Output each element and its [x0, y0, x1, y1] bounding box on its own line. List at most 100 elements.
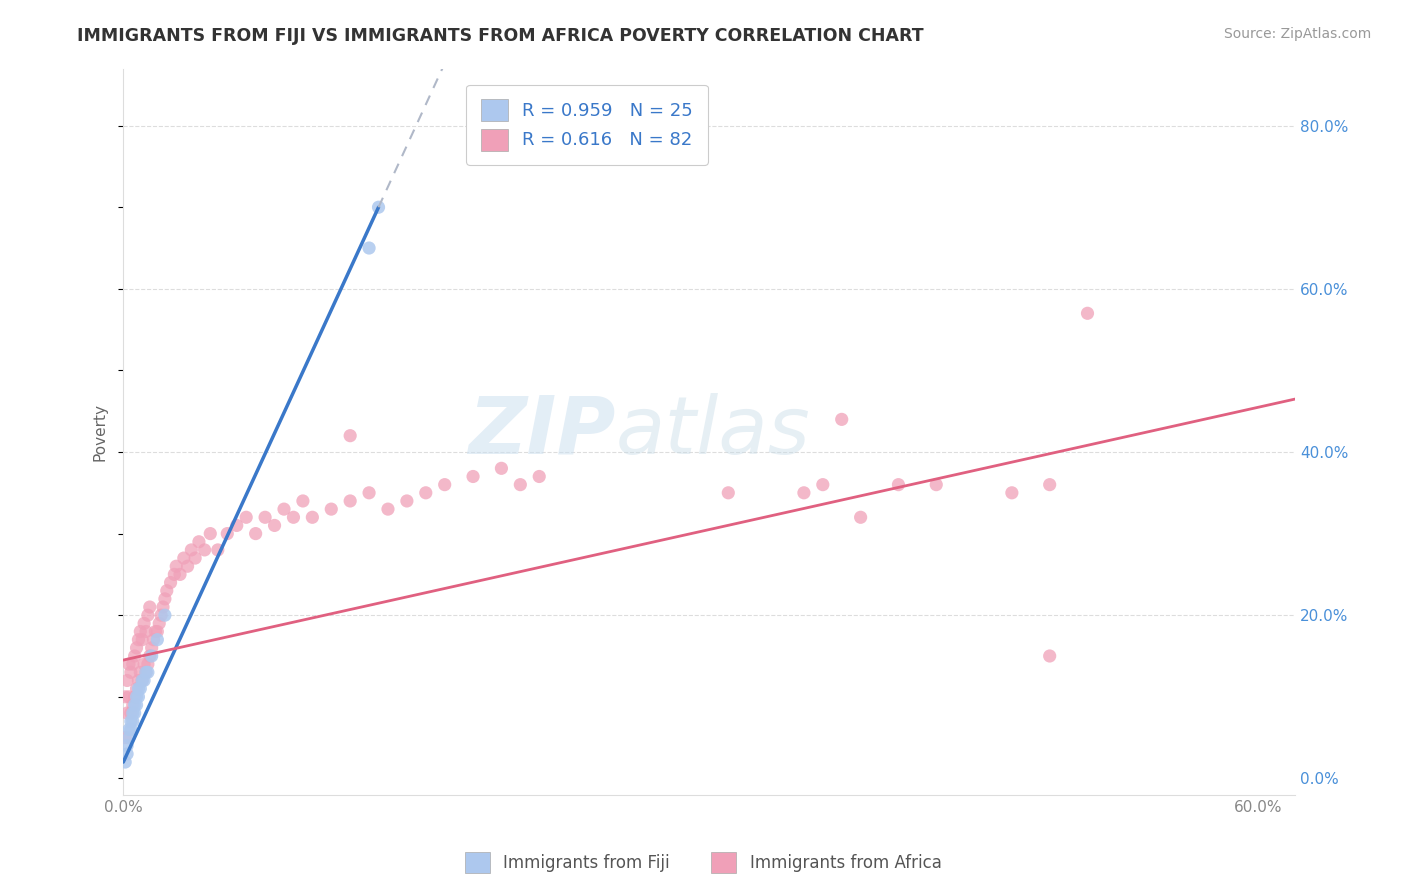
Text: IMMIGRANTS FROM FIJI VS IMMIGRANTS FROM AFRICA POVERTY CORRELATION CHART: IMMIGRANTS FROM FIJI VS IMMIGRANTS FROM … — [77, 27, 924, 45]
Point — [121, 706, 143, 720]
Point — [135, 624, 157, 639]
Point — [142, 632, 165, 647]
Point — [291, 494, 314, 508]
Point — [118, 690, 141, 704]
Point — [717, 485, 740, 500]
Point — [153, 608, 176, 623]
Point — [793, 485, 815, 500]
Point — [163, 567, 186, 582]
Point — [415, 485, 437, 500]
Point — [148, 616, 170, 631]
Point — [127, 690, 149, 704]
Point — [124, 706, 146, 720]
Point — [529, 469, 551, 483]
Point — [235, 510, 257, 524]
Point — [1001, 485, 1024, 500]
Point — [139, 600, 162, 615]
Point — [127, 632, 149, 647]
Point — [509, 477, 531, 491]
Point — [245, 526, 267, 541]
Point — [114, 731, 136, 745]
Point — [120, 723, 142, 737]
Point — [132, 657, 155, 672]
Text: atlas: atlas — [616, 392, 810, 471]
Point — [146, 632, 169, 647]
Point — [283, 510, 305, 524]
Point — [925, 477, 948, 491]
Point — [377, 502, 399, 516]
Point — [125, 698, 148, 712]
Point — [127, 681, 149, 696]
Point — [129, 681, 152, 696]
Point — [152, 600, 174, 615]
Point — [135, 665, 157, 680]
Point — [129, 624, 152, 639]
Point — [461, 469, 484, 483]
Point — [125, 681, 148, 696]
Point — [339, 428, 361, 442]
Point — [132, 616, 155, 631]
Point — [115, 706, 138, 720]
Point — [1039, 477, 1062, 491]
Point — [121, 714, 143, 729]
Point — [156, 583, 179, 598]
Point — [187, 534, 209, 549]
Point — [135, 665, 157, 680]
Point — [225, 518, 247, 533]
Point — [207, 543, 229, 558]
Point — [118, 723, 141, 737]
Point — [180, 543, 202, 558]
Point — [115, 673, 138, 688]
Point — [159, 575, 181, 590]
Point — [141, 640, 163, 655]
Legend: R = 0.959   N = 25, R = 0.616   N = 82: R = 0.959 N = 25, R = 0.616 N = 82 — [467, 85, 707, 165]
Legend: Immigrants from Fiji, Immigrants from Africa: Immigrants from Fiji, Immigrants from Af… — [458, 846, 948, 880]
Text: ZIP: ZIP — [468, 392, 616, 471]
Point — [118, 731, 141, 745]
Point — [359, 241, 381, 255]
Point — [120, 714, 142, 729]
Point — [120, 665, 142, 680]
Point — [321, 502, 343, 516]
Point — [120, 706, 142, 720]
Point — [146, 624, 169, 639]
Point — [301, 510, 323, 524]
Point — [395, 494, 418, 508]
Point — [136, 665, 159, 680]
Point — [150, 608, 173, 623]
Point — [491, 461, 513, 475]
Point — [367, 200, 389, 214]
Point — [169, 567, 191, 582]
Point — [433, 477, 456, 491]
Point — [173, 551, 195, 566]
Point — [165, 559, 187, 574]
Point — [359, 485, 381, 500]
Point — [125, 640, 148, 655]
Point — [127, 673, 149, 688]
Point — [184, 551, 207, 566]
Point — [115, 747, 138, 761]
Point — [831, 412, 853, 426]
Point — [114, 755, 136, 769]
Point — [121, 698, 143, 712]
Point — [811, 477, 834, 491]
Point — [141, 648, 163, 663]
Point — [254, 510, 277, 524]
Point — [217, 526, 239, 541]
Point — [1076, 306, 1098, 320]
Point — [273, 502, 295, 516]
Point — [125, 690, 148, 704]
Point — [131, 673, 153, 688]
Point — [131, 632, 153, 647]
Y-axis label: Poverty: Poverty — [93, 402, 107, 460]
Point — [849, 510, 872, 524]
Point — [136, 608, 159, 623]
Point — [139, 648, 162, 663]
Point — [339, 494, 361, 508]
Point — [115, 739, 138, 753]
Point — [132, 673, 155, 688]
Point — [145, 624, 167, 639]
Point — [263, 518, 285, 533]
Point — [129, 665, 152, 680]
Point — [1039, 648, 1062, 663]
